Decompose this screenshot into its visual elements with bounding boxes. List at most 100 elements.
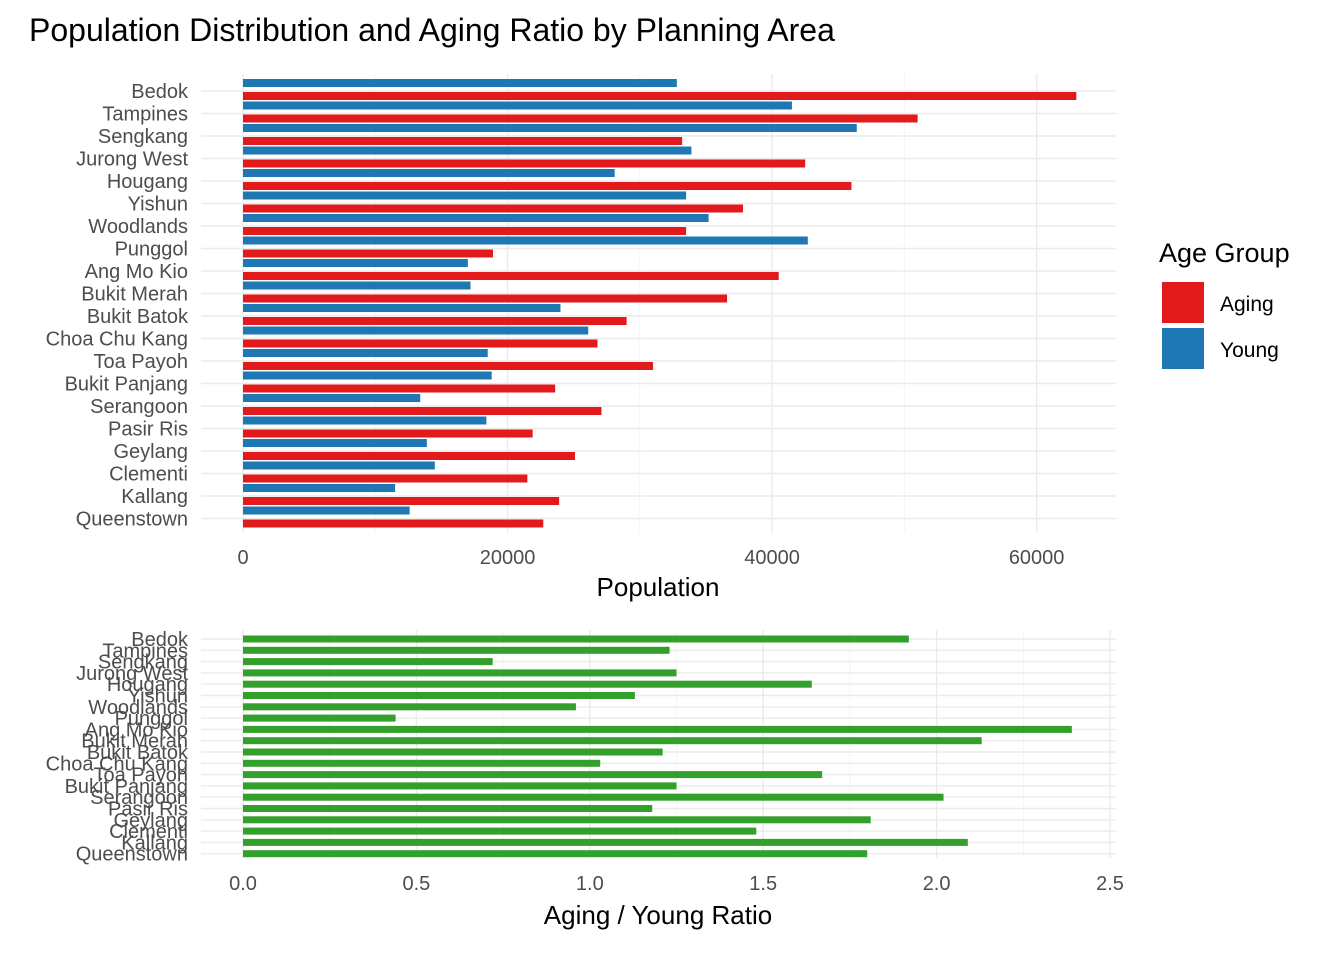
bar-young-sengkang <box>243 124 857 132</box>
bar-young-clementi <box>243 461 435 470</box>
bar-ratio-bukit-merah <box>243 737 982 745</box>
category-label: Bukit Panjang <box>65 776 188 798</box>
bar-aging-ang-mo-kio <box>243 272 779 280</box>
bar-young-bukit-batok <box>243 304 561 312</box>
x-tick-label: 0.0 <box>229 873 257 895</box>
category-label: Woodlands <box>88 697 188 719</box>
bar-aging-choa-chu-kang <box>243 339 598 348</box>
category-label: Punggol <box>115 708 188 730</box>
category-label: Geylang <box>114 441 189 463</box>
category-label: Geylang <box>114 810 189 832</box>
bar-ratio-bukit-panjang <box>243 782 677 790</box>
bar-young-ang-mo-kio <box>243 259 468 267</box>
category-label: Woodlands <box>88 216 188 238</box>
category-label: Jurong West <box>76 149 188 171</box>
bar-young-punggol <box>243 236 808 245</box>
category-label: Jurong West <box>76 663 188 685</box>
bar-young-bukit-merah <box>243 281 471 290</box>
bar-aging-bukit-panjang <box>243 384 556 393</box>
bar-aging-bukit-merah <box>243 294 728 303</box>
category-label: Bedok <box>131 81 189 103</box>
chart-title: Population Distribution and Aging Ratio … <box>29 12 835 48</box>
x-tick-label: 2.5 <box>1096 873 1124 895</box>
bar-young-jurong-west <box>243 146 692 155</box>
bar-young-serangoon <box>243 394 421 402</box>
population-chart: 0 20000 40000 60000 BedokTampinesSengkangJur… <box>46 74 1116 602</box>
bar-young-pasir-ris <box>243 416 487 425</box>
bar-ratio-bukit-batok <box>243 748 663 756</box>
bar-aging-bedok <box>243 92 1077 100</box>
category-label: Toa Payoh <box>93 351 188 373</box>
x-axis-title: Population <box>597 572 720 602</box>
category-label: Punggol <box>115 239 188 261</box>
bar-ratio-bedok <box>243 635 909 643</box>
category-label: Clementi <box>109 464 188 486</box>
bar-aging-kallang <box>243 497 560 505</box>
legend-swatch-young <box>1162 328 1204 369</box>
bar-young-yishun <box>243 191 687 200</box>
bar-aging-toa-payoh <box>243 362 654 370</box>
bar-aging-clementi <box>243 474 528 483</box>
bar-aging-yishun <box>243 204 743 213</box>
legend-label-aging: Aging <box>1220 293 1274 316</box>
bar-young-hougang <box>243 169 615 177</box>
bar-young-queenstown <box>243 506 410 515</box>
x-tick-label: 40000 <box>744 547 800 569</box>
bar-aging-jurong-west <box>243 159 806 168</box>
category-label: Ang Mo Kio <box>85 719 188 741</box>
bar-aging-hougang <box>243 182 852 190</box>
category-label: Hougang <box>107 171 188 193</box>
category-label: Serangoon <box>90 787 188 809</box>
category-label: Serangoon <box>90 396 188 418</box>
bar-ratio-queenstown <box>243 850 868 858</box>
bar-ratio-woodlands <box>243 703 576 711</box>
bar-young-toa-payoh <box>243 349 488 357</box>
category-label: Sengkang <box>98 652 188 674</box>
bar-aging-geylang <box>243 452 576 460</box>
bar-ratio-tampines <box>243 646 670 654</box>
bar-ratio-geylang <box>243 816 871 824</box>
category-label: Kallang <box>121 486 188 508</box>
bar-ratio-sengkang <box>243 658 493 666</box>
x-tick-label: 20000 <box>480 547 536 569</box>
category-label: Choa Chu Kang <box>46 329 188 351</box>
bar-aging-serangoon <box>243 407 602 415</box>
x-tick-label: 60000 <box>1009 547 1065 569</box>
category-label: Tampines <box>102 640 188 662</box>
category-label: Sengkang <box>98 126 188 148</box>
legend-title: Age Group <box>1159 238 1290 268</box>
bar-aging-pasir-ris <box>243 429 533 438</box>
category-label: Bukit Merah <box>81 284 188 306</box>
bar-young-kallang <box>243 484 396 492</box>
bar-ratio-hougang <box>243 680 812 688</box>
bar-young-geylang <box>243 439 427 447</box>
bar-aging-punggol <box>243 249 493 258</box>
x-tick-label: 0.5 <box>402 873 430 895</box>
bar-aging-queenstown <box>243 519 544 528</box>
category-label: Bukit Batok <box>87 306 189 328</box>
category-label: Yishun <box>128 194 188 216</box>
bar-ratio-ang-mo-kio <box>243 725 1072 733</box>
bar-aging-woodlands <box>243 227 687 235</box>
bar-ratio-yishun <box>243 692 635 699</box>
bar-young-bedok <box>243 79 677 87</box>
bar-ratio-toa-payoh <box>243 771 823 779</box>
bar-ratio-pasir-ris <box>243 805 653 812</box>
bar-young-tampines <box>243 101 792 110</box>
x-tick-label: 2.0 <box>923 873 951 895</box>
bar-young-woodlands <box>243 214 709 222</box>
bar-ratio-jurong-west <box>243 669 677 677</box>
bar-young-bukit-panjang <box>243 371 492 380</box>
category-label: Tampines <box>102 104 188 126</box>
bar-aging-bukit-batok <box>243 317 627 325</box>
category-label: Queenstown <box>76 509 188 531</box>
bar-aging-tampines <box>243 114 918 123</box>
ratio-chart: 0.0 0.5 1.0 1.5 2.0 2.5 BedokTampinesSengkangJ… <box>46 629 1124 930</box>
x-tick-label: 1.5 <box>749 873 777 895</box>
category-label: Bukit Panjang <box>65 374 188 396</box>
bar-ratio-clementi <box>243 827 757 835</box>
legend-label-young: Young <box>1220 339 1279 362</box>
legend-swatch-aging <box>1162 282 1204 323</box>
category-label: Pasir Ris <box>108 799 188 821</box>
